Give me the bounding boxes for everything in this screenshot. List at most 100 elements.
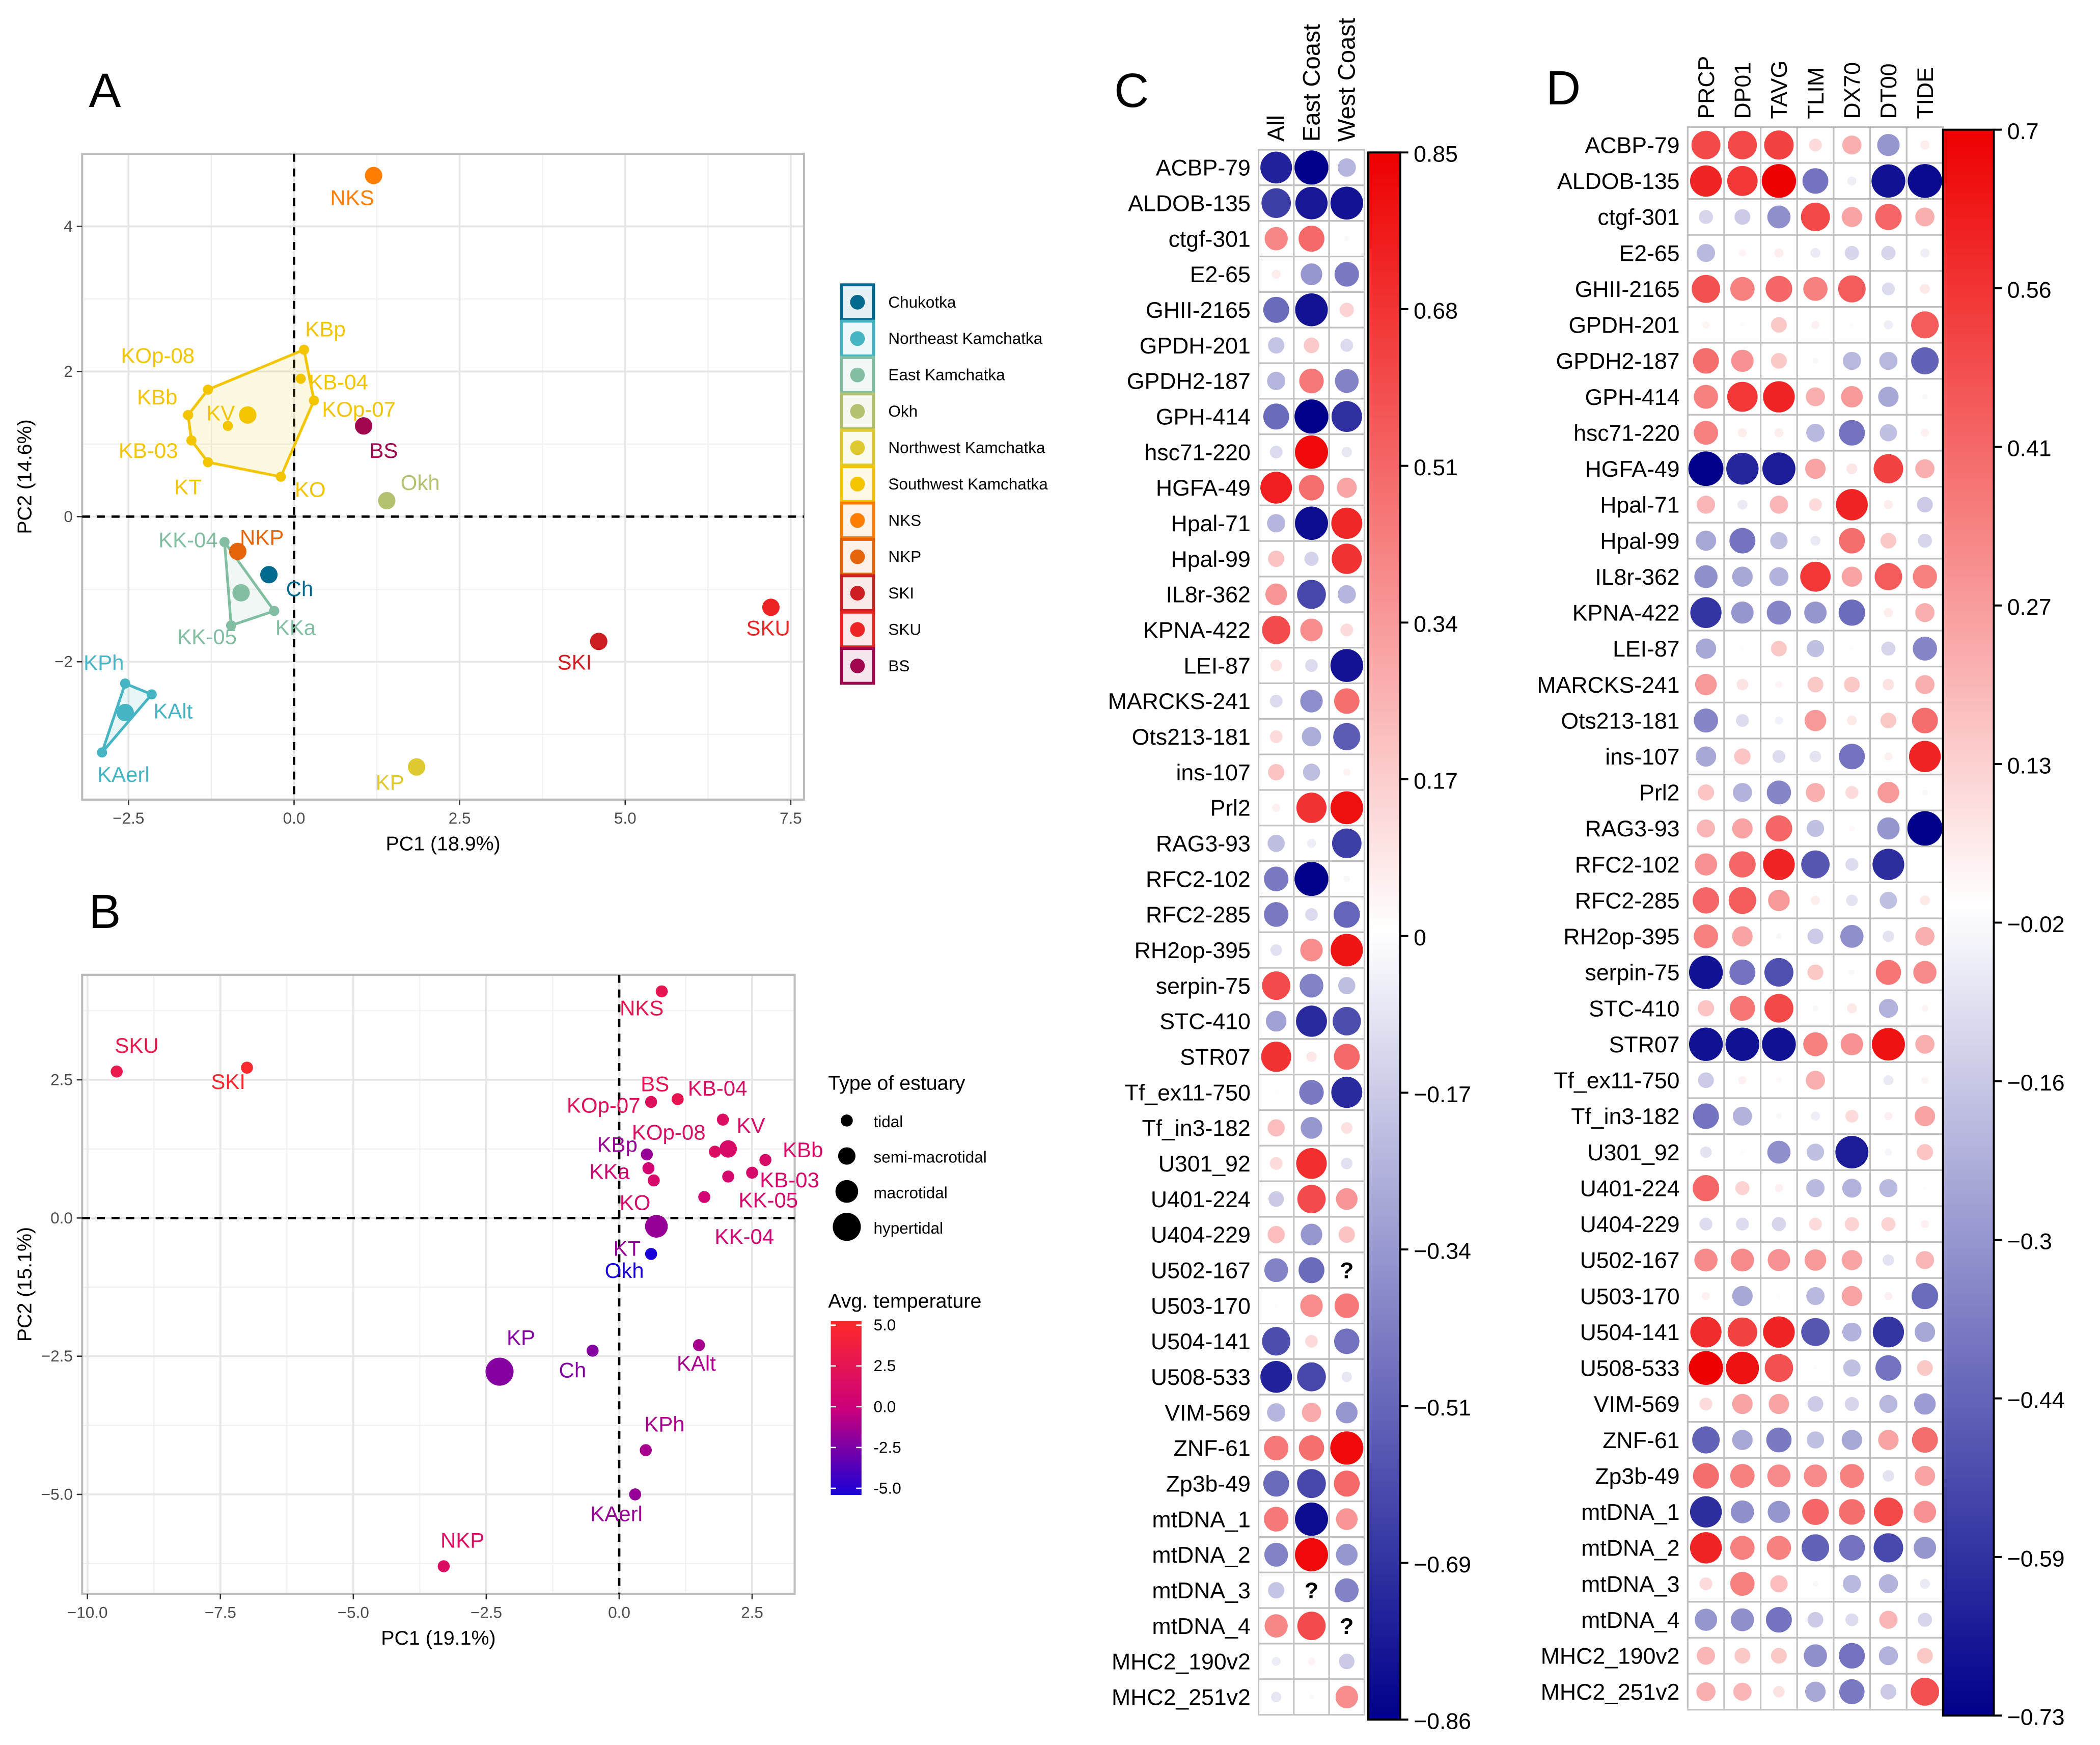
- correlation-circle: [1693, 1175, 1720, 1202]
- correlation-circle: [1262, 615, 1290, 644]
- panel-label: C: [1114, 64, 1149, 118]
- correlation-circle: [1334, 1328, 1360, 1354]
- legend-label: Chukotka: [888, 293, 956, 311]
- correlation-circle: [1690, 165, 1722, 197]
- row-label: ACBP-79: [1156, 156, 1251, 181]
- correlation-circle: [1811, 1111, 1820, 1121]
- data-point: [97, 747, 107, 758]
- correlation-circle: [1766, 1427, 1792, 1453]
- correlation-circle: [1807, 1431, 1825, 1449]
- data-point: [437, 1560, 450, 1572]
- correlation-circle: [1271, 1692, 1282, 1702]
- correlation-circle: [1334, 262, 1359, 287]
- correlation-circle: [1693, 887, 1720, 914]
- correlation-circle: [1732, 926, 1753, 947]
- correlation-circle: [1343, 876, 1350, 882]
- heatmap-cell: [1833, 1349, 1871, 1387]
- correlation-circle: [1693, 1103, 1719, 1129]
- point-label: NKP: [240, 526, 284, 550]
- correlation-circle: [1265, 1011, 1287, 1032]
- correlation-circle: [1775, 681, 1783, 688]
- point-label: KOp-07: [322, 397, 396, 421]
- correlation-circle: [1883, 1254, 1894, 1266]
- row-label: GPDH-201: [1140, 334, 1251, 359]
- row-label: RH2op-395: [1563, 924, 1679, 949]
- correlation-circle: [1770, 532, 1788, 550]
- y-tick-label: −5.0: [41, 1485, 73, 1503]
- row-label: hsc71-220: [1573, 421, 1679, 446]
- data-point: [709, 1146, 721, 1158]
- point-label: KPh: [644, 1412, 684, 1436]
- column-header: DX70: [1840, 62, 1865, 119]
- correlation-circle: [1299, 368, 1324, 394]
- correlation-circle: [1803, 277, 1828, 301]
- point-label: Ch: [559, 1358, 587, 1382]
- correlation-circle: [1881, 1217, 1896, 1232]
- point-label: KAerl: [590, 1502, 643, 1525]
- correlation-circle: [1914, 1501, 1937, 1523]
- data-point: [226, 620, 236, 631]
- correlation-circle: [1309, 1694, 1314, 1700]
- colorbar-label: 0: [1414, 925, 1426, 950]
- correlation-circle: [1915, 1034, 1935, 1054]
- correlation-circle: [1807, 640, 1825, 658]
- correlation-circle: [1915, 207, 1935, 227]
- correlation-circle: [1294, 862, 1329, 896]
- correlation-circle: [1732, 818, 1753, 839]
- correlation-circle: [1260, 472, 1292, 504]
- correlation-circle: [1767, 1140, 1791, 1164]
- row-label: STC-410: [1589, 996, 1680, 1021]
- row-label: Tf_in3-182: [1571, 1104, 1679, 1129]
- correlation-circle: [1810, 248, 1820, 258]
- x-axis-label: PC1 (18.9%): [385, 833, 500, 855]
- heatmap-cell: [1796, 270, 1835, 308]
- correlation-circle: [1920, 248, 1930, 258]
- colorbar-label: −0.69: [1414, 1552, 1471, 1577]
- correlation-circle: [1765, 276, 1792, 302]
- row-label: Zp3b-49: [1166, 1472, 1251, 1497]
- colorbar-label: −0.44: [2007, 1388, 2065, 1413]
- correlation-circle: [1880, 1684, 1897, 1700]
- correlation-circle: [1690, 1532, 1722, 1564]
- legend-marker: [850, 586, 865, 601]
- correlation-circle: [1878, 998, 1898, 1018]
- correlation-circle: [1337, 477, 1357, 498]
- row-label: KPNA-422: [1572, 601, 1680, 626]
- correlation-circle: [1298, 1257, 1324, 1284]
- data-point: [110, 1065, 123, 1078]
- row-label: Hpal-99: [1171, 547, 1251, 572]
- correlation-circle: [1809, 751, 1821, 762]
- correlation-circle: [1304, 552, 1319, 566]
- size-legend-title: Type of estuary: [828, 1072, 965, 1095]
- correlation-circle: [1331, 1076, 1363, 1108]
- data-point: [223, 421, 233, 431]
- correlation-circle: [1878, 1646, 1898, 1666]
- data-point: [146, 689, 157, 700]
- size-legend-marker: [841, 1114, 853, 1127]
- correlation-circle: [1770, 1575, 1788, 1593]
- correlation-circle: [1336, 1544, 1358, 1566]
- correlation-circle: [1913, 636, 1937, 661]
- correlation-circle: [1696, 1682, 1716, 1701]
- y-tick-label: 0: [64, 507, 73, 526]
- row-label: U301_92: [1587, 1140, 1679, 1165]
- colorbar-label: 0.34: [1414, 612, 1458, 637]
- point-label: KAlt: [153, 699, 192, 723]
- group-centroid: [239, 406, 257, 424]
- correlation-circle: [1268, 764, 1285, 781]
- row-label: GPDH2-187: [1556, 349, 1680, 374]
- x-tick-label: −10.0: [67, 1603, 108, 1622]
- legend-label: BS: [888, 657, 909, 675]
- correlation-circle: [1731, 349, 1754, 372]
- correlation-circle: [1841, 566, 1862, 587]
- group-hull: [223, 537, 277, 628]
- correlation-circle: [1270, 944, 1282, 956]
- correlation-circle: [1804, 1644, 1827, 1668]
- point-label: SKI: [211, 1070, 245, 1094]
- correlation-circle: [1702, 321, 1710, 329]
- correlation-circle: [1260, 151, 1292, 184]
- correlation-circle: [1729, 959, 1756, 986]
- heatmap-cell: [1328, 1394, 1366, 1431]
- correlation-circle: [1913, 564, 1937, 589]
- correlation-circle: [1807, 964, 1823, 980]
